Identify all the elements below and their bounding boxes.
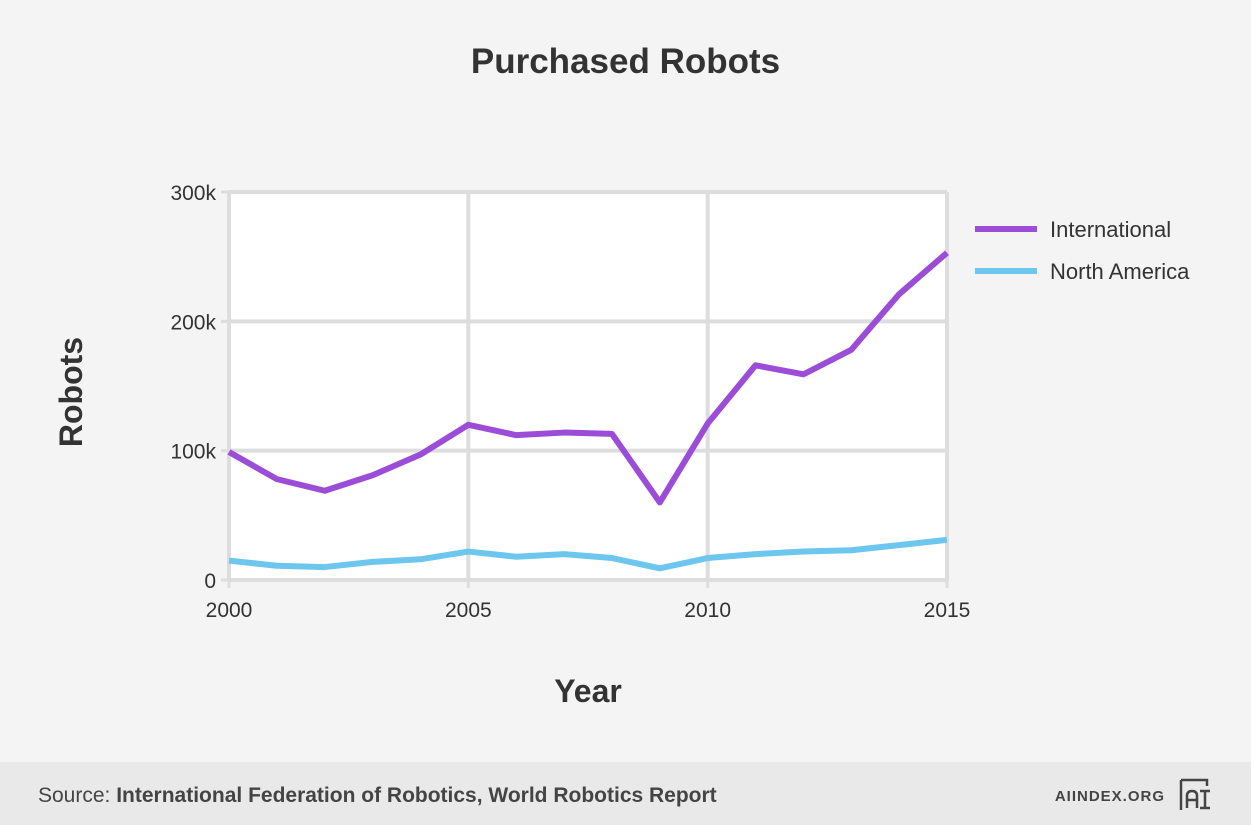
x-tick-label-2005: 2005 [445, 599, 492, 622]
footer: Source: International Federation of Robo… [0, 762, 1251, 825]
plot-layer: 0 100k 200k 300k 2000 2005 2010 2015 Year Robots I… [53, 182, 1190, 709]
y-tick-label-300000: 300k [170, 182, 216, 205]
chart-area: 0 100k 200k 300k 2000 2005 2010 2015 Year Robots I… [53, 182, 1190, 709]
x-axis-title: Year [554, 673, 622, 709]
plot-background [229, 192, 947, 580]
chart-title: Purchased Robots [470, 42, 781, 81]
x-tick-label-2010: 2010 [684, 599, 731, 622]
source-name: International Federation of Robotics, Wo… [116, 784, 717, 807]
series-line-north-america [228, 536, 948, 572]
ai-index-logo-icon [1179, 778, 1210, 810]
x-tick-label-2015: 2015 [924, 599, 971, 622]
y-tick-label-200000: 200k [170, 311, 216, 334]
y-tick-label-0: 0 [204, 570, 216, 593]
y-tick-label-100000: 100k [170, 441, 216, 464]
y-axis-title: Robots [53, 337, 89, 447]
legend-label-international: International [1050, 217, 1171, 242]
source-prefix: Source: [38, 784, 117, 807]
legend-label-north-america: North America [1050, 259, 1190, 284]
source-credit: Source: International Federation of Robo… [38, 784, 717, 808]
series-line-international [227, 250, 949, 506]
brand-link[interactable]: AIINDEX.ORG [1054, 788, 1165, 805]
x-tick-label-2000: 2000 [206, 599, 253, 622]
